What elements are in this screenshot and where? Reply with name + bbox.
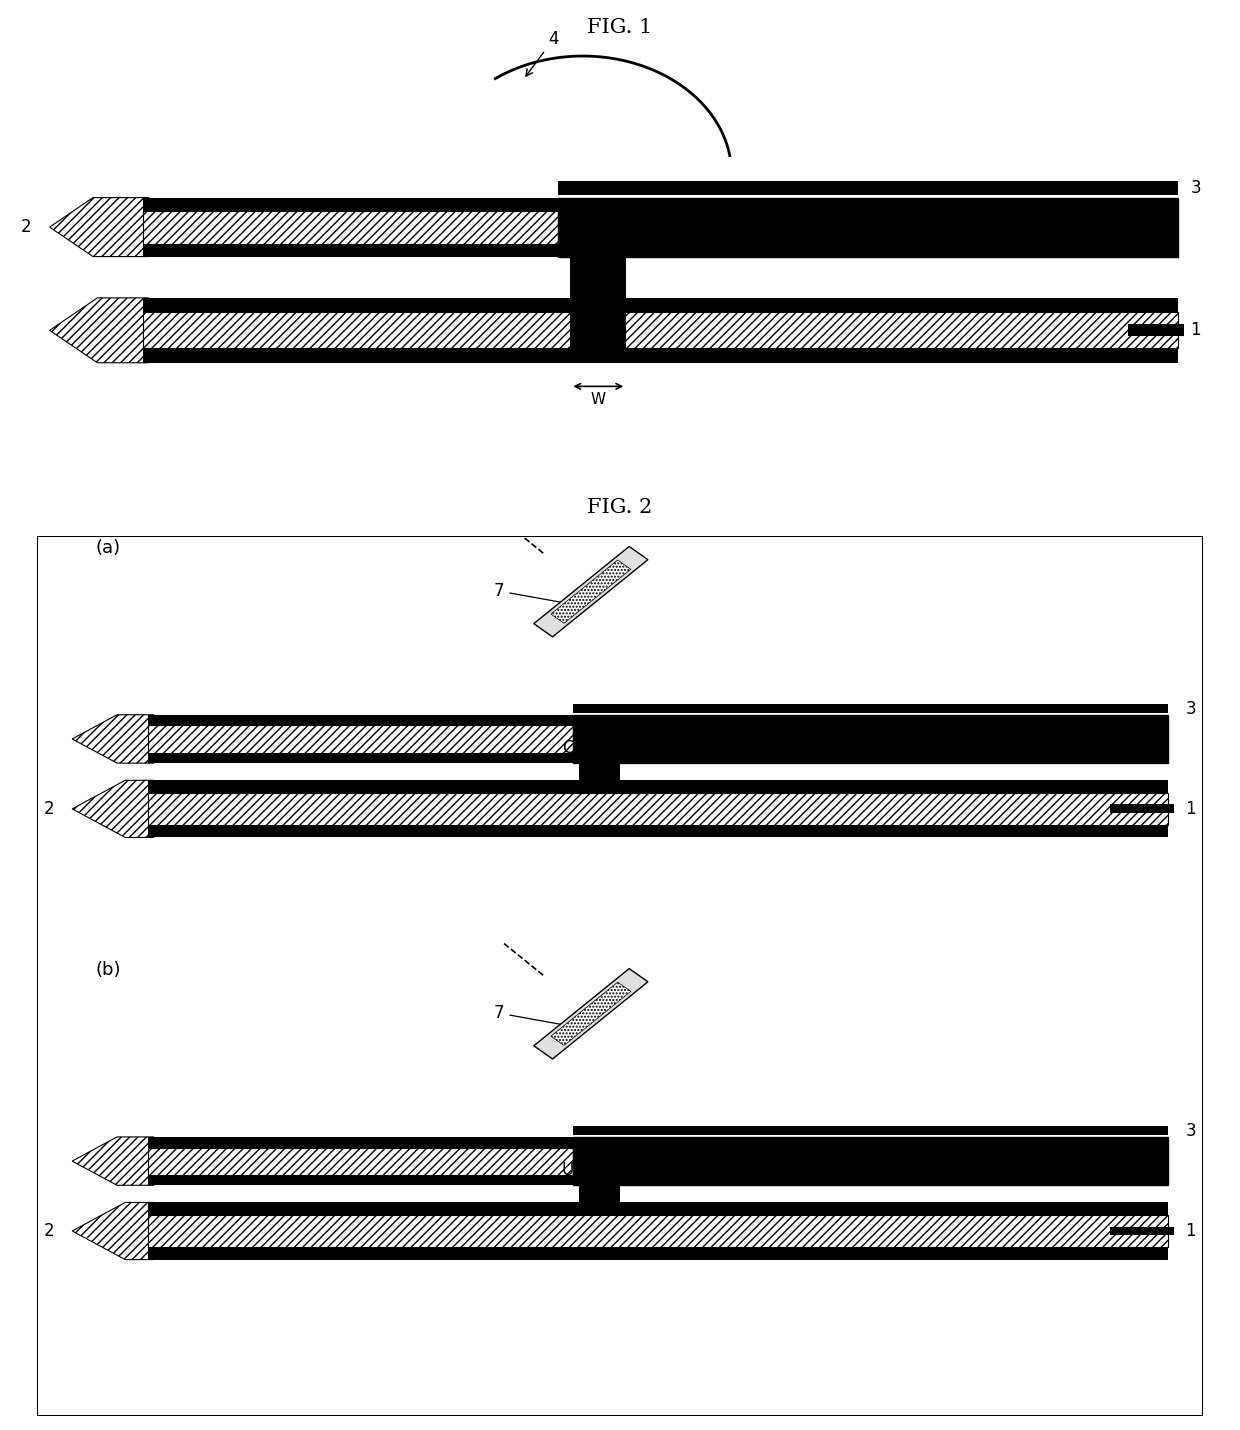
- Polygon shape: [72, 715, 154, 764]
- Text: 1: 1: [1185, 1223, 1195, 1240]
- Bar: [148, 781, 1168, 792]
- Text: U: U: [562, 1161, 573, 1178]
- Text: 1: 1: [1185, 799, 1195, 818]
- Bar: [558, 182, 1178, 196]
- Text: 7: 7: [494, 582, 572, 606]
- Polygon shape: [72, 781, 154, 838]
- Text: 7: 7: [494, 1004, 572, 1028]
- Polygon shape: [533, 546, 649, 636]
- Bar: [573, 1127, 1168, 1135]
- Bar: [558, 197, 1178, 256]
- Bar: [148, 792, 1168, 825]
- Polygon shape: [551, 982, 631, 1045]
- Text: FIG. 2: FIG. 2: [588, 498, 652, 518]
- Bar: [1128, 325, 1184, 336]
- Bar: [148, 725, 573, 752]
- Polygon shape: [50, 197, 149, 256]
- Text: FIG. 1: FIG. 1: [588, 17, 652, 37]
- Text: 3: 3: [1185, 1121, 1195, 1140]
- Text: 2: 2: [45, 1223, 55, 1240]
- Bar: [143, 349, 1178, 363]
- Bar: [148, 825, 1168, 838]
- Bar: [573, 1137, 1168, 1185]
- Text: (a): (a): [95, 539, 120, 556]
- Bar: [1110, 1227, 1173, 1236]
- Text: 8: 8: [630, 738, 640, 756]
- Bar: [148, 1247, 1168, 1260]
- Text: 1: 1: [1190, 322, 1202, 339]
- Polygon shape: [72, 1203, 154, 1260]
- Bar: [148, 1137, 573, 1147]
- Bar: [143, 243, 558, 256]
- Polygon shape: [533, 968, 649, 1060]
- Bar: [148, 1147, 573, 1174]
- Text: 3: 3: [1185, 699, 1195, 718]
- Bar: [1110, 805, 1173, 814]
- Bar: [148, 1216, 1168, 1247]
- Bar: [143, 297, 1178, 312]
- Text: 4: 4: [526, 30, 558, 76]
- Bar: [573, 704, 1168, 714]
- Polygon shape: [72, 1137, 154, 1185]
- Text: 2: 2: [45, 799, 55, 818]
- Bar: [148, 1174, 573, 1185]
- Bar: [143, 197, 558, 210]
- Text: (b): (b): [95, 961, 122, 980]
- Text: 8: 8: [630, 1161, 640, 1178]
- Text: C: C: [562, 738, 573, 756]
- Bar: [573, 715, 1168, 764]
- Text: 3: 3: [1190, 179, 1202, 197]
- Bar: [148, 752, 573, 764]
- Text: W: W: [590, 392, 606, 408]
- Bar: [579, 1137, 620, 1203]
- Bar: [579, 715, 620, 781]
- Polygon shape: [50, 297, 149, 363]
- Polygon shape: [551, 561, 631, 623]
- Bar: [143, 312, 1178, 349]
- Bar: [148, 715, 573, 725]
- Bar: [143, 210, 558, 243]
- Bar: [148, 1203, 1168, 1216]
- Bar: [570, 197, 626, 363]
- Text: 2: 2: [20, 219, 31, 236]
- Text: 5: 5: [632, 230, 642, 247]
